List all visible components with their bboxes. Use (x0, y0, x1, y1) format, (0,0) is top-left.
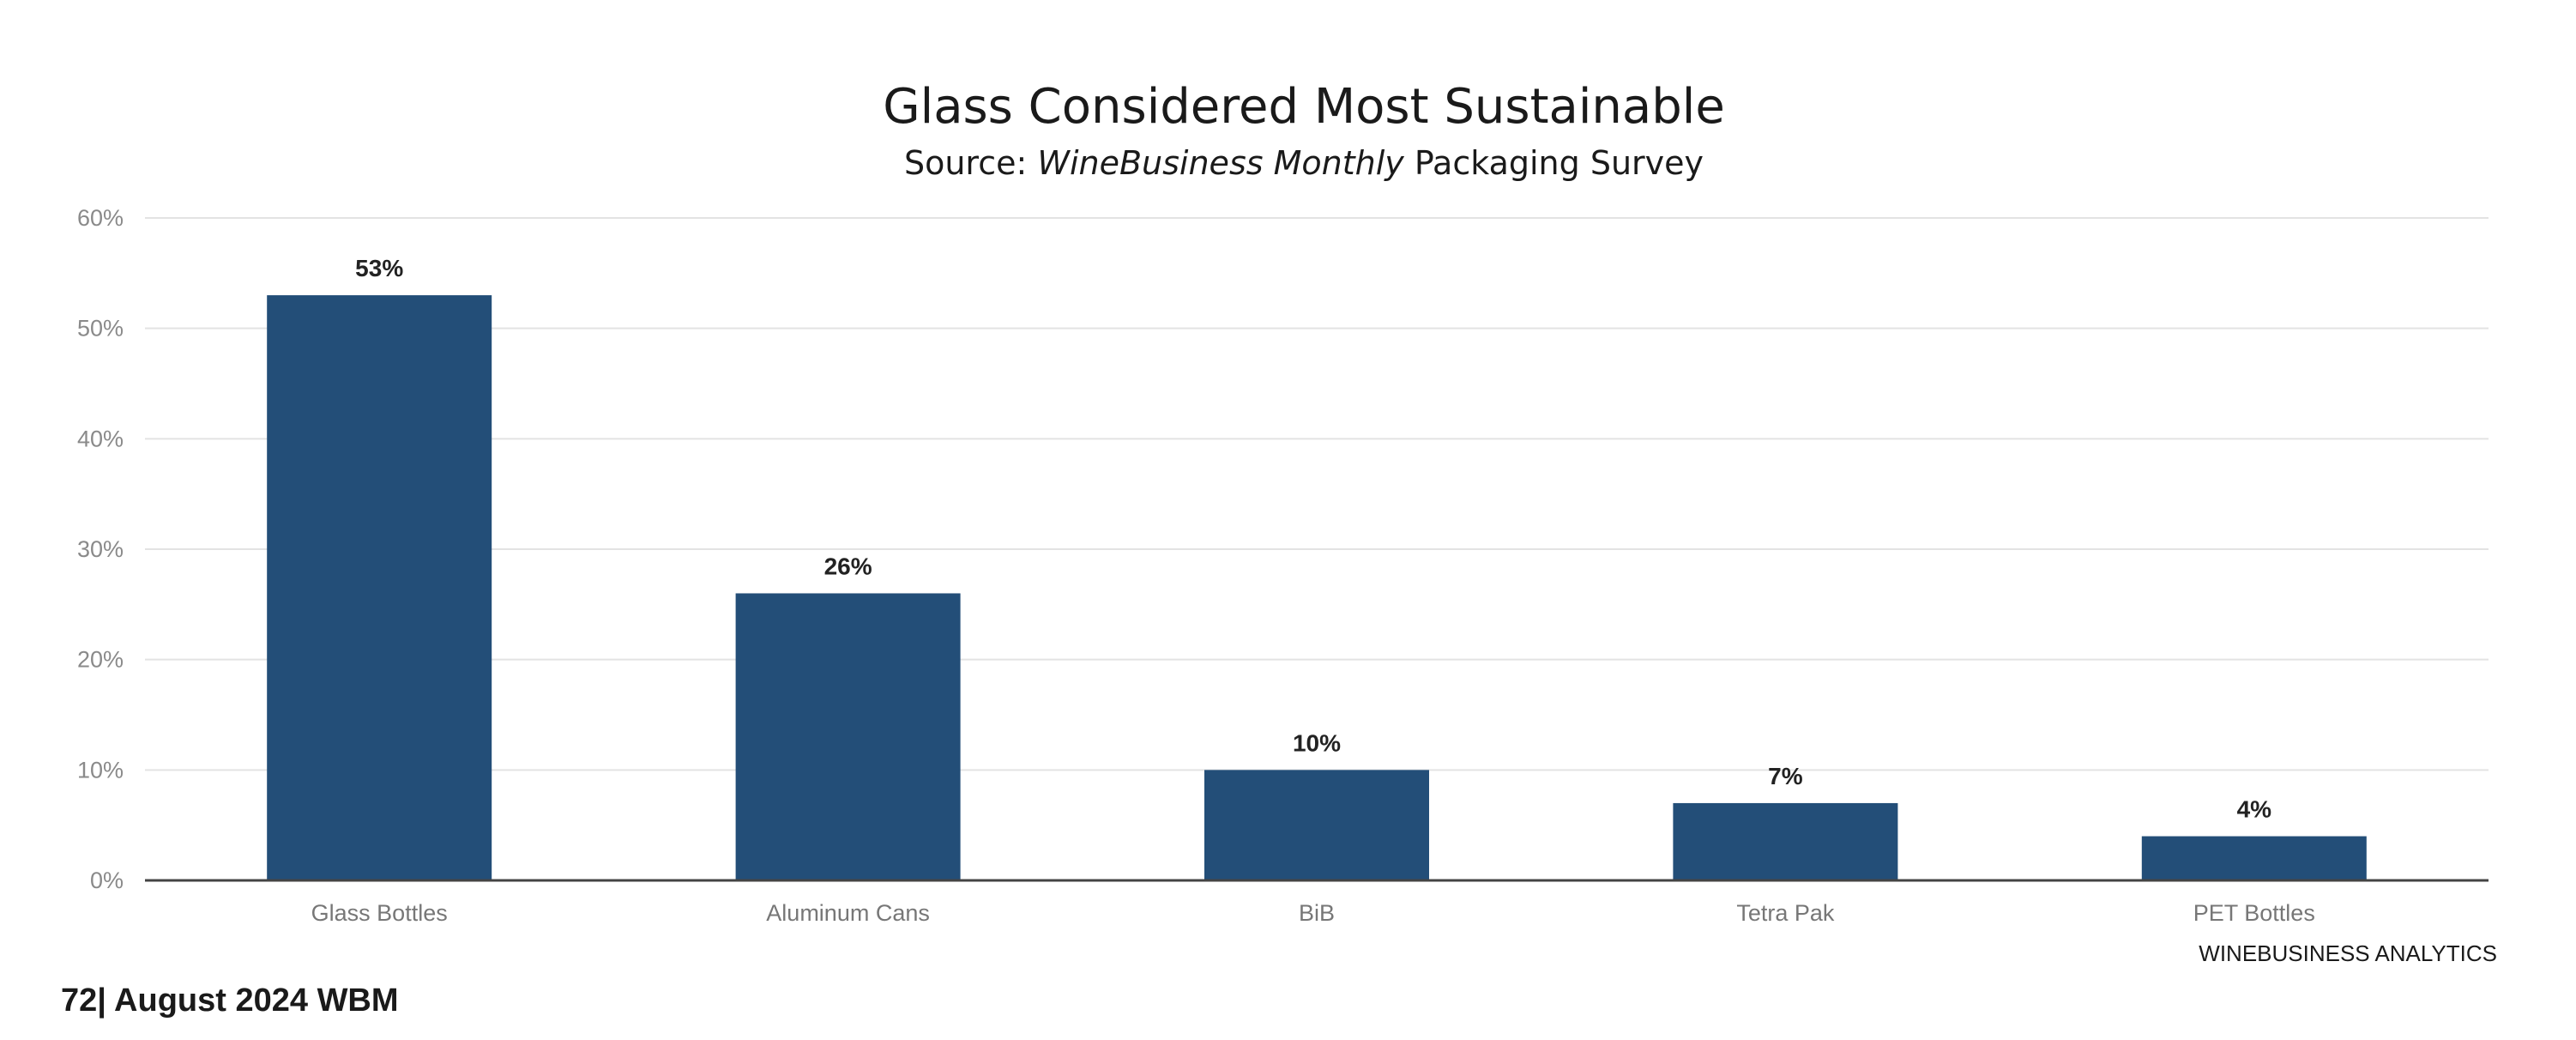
chart-title: Glass Considered Most Sustainable (883, 79, 1725, 135)
y-tick-label: 30% (77, 536, 124, 562)
data-label: 4% (2237, 796, 2272, 823)
subtitle-publication: WineBusiness Monthly (1037, 144, 1404, 182)
source-credit: WINEBUSINESS ANALYTICS (2199, 940, 2497, 966)
x-tick-label: PET Bottles (2193, 900, 2315, 926)
y-tick-label: 20% (77, 647, 124, 673)
page-footer: 72| August 2024 WBM (61, 983, 399, 1019)
y-tick-label: 10% (77, 757, 124, 783)
x-tick-label: Tetra Pak (1736, 900, 1835, 926)
x-tick-label: BiB (1299, 900, 1335, 926)
bar (267, 295, 492, 881)
data-label: 7% (1768, 763, 1803, 789)
x-tick-label: Aluminum Cans (766, 900, 930, 926)
data-label: 26% (824, 553, 872, 579)
y-tick-label: 40% (77, 426, 124, 451)
bar (2141, 836, 2367, 880)
chart-subtitle: Source: WineBusiness Monthly Packaging S… (0, 144, 2576, 182)
subtitle-prefix: Source: (903, 144, 1038, 182)
bar (1673, 802, 1898, 880)
y-tick-label: 60% (77, 205, 124, 231)
bar (1204, 770, 1429, 880)
x-tick-label: Glass Bottles (311, 900, 448, 926)
y-tick-label: 50% (77, 316, 124, 342)
subtitle-suffix: Packaging Survey (1403, 144, 1704, 182)
y-tick-label: 0% (90, 868, 124, 893)
data-label: 53% (355, 255, 403, 281)
bar (735, 593, 961, 880)
data-label: 10% (1293, 729, 1341, 756)
